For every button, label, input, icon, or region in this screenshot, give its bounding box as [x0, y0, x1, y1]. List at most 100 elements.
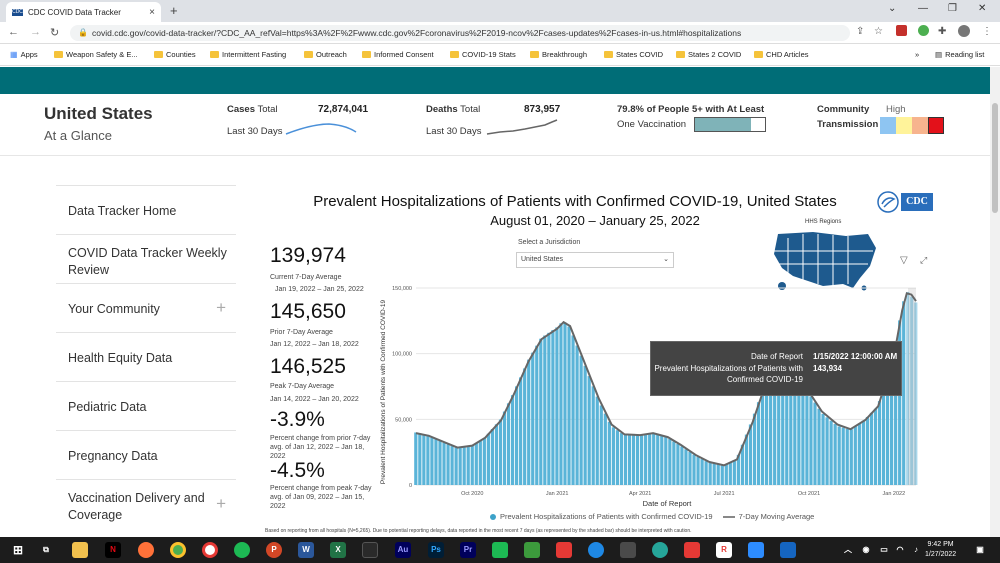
bookmark-item[interactable]: States 2 COVID: [676, 50, 741, 59]
chart-bar[interactable]: [821, 413, 825, 485]
chart-bar[interactable]: [531, 352, 535, 485]
chart-bar[interactable]: [837, 426, 841, 485]
chart-bar[interactable]: [785, 364, 789, 485]
app-tray-icon[interactable]: ◉: [862, 545, 870, 554]
sidebar-item-data-tracker-home[interactable]: Data Tracker Home: [56, 185, 236, 234]
chart-bar[interactable]: [793, 370, 797, 485]
chart-bar[interactable]: [510, 395, 515, 485]
chart-bar[interactable]: [644, 433, 648, 485]
chart-bar[interactable]: [906, 291, 910, 485]
chart-bar[interactable]: [813, 402, 817, 485]
chart-bar[interactable]: [797, 377, 801, 485]
chart-bar[interactable]: [631, 435, 636, 485]
chart-bar[interactable]: [482, 438, 486, 485]
forward-icon[interactable]: →: [30, 26, 41, 38]
chart-bar[interactable]: [668, 439, 672, 485]
app-icon[interactable]: [684, 542, 700, 558]
volume-icon[interactable]: ♪: [914, 545, 918, 554]
app-icon[interactable]: [780, 542, 796, 558]
chart-bar[interactable]: [881, 387, 886, 485]
sidebar-item-pediatric[interactable]: Pediatric Data: [56, 381, 236, 430]
wifi-icon[interactable]: ◠: [896, 545, 904, 554]
app-icon[interactable]: [362, 542, 378, 558]
chart-bar[interactable]: [732, 459, 736, 485]
chart-bar[interactable]: [712, 463, 716, 485]
chart-bar[interactable]: [656, 434, 660, 485]
chart-bar[interactable]: [873, 408, 878, 485]
app-icon[interactable]: [620, 542, 636, 558]
acrobat-icon[interactable]: [556, 542, 572, 558]
chart-bar[interactable]: [438, 440, 442, 485]
chart-bar[interactable]: [595, 396, 599, 485]
chart-bar[interactable]: [865, 416, 870, 485]
chart-bar[interactable]: [426, 434, 430, 485]
chart-bar[interactable]: [535, 345, 539, 485]
bookmark-item[interactable]: Breakthrough: [530, 50, 587, 59]
file-explorer-icon[interactable]: [72, 542, 88, 558]
audition-icon[interactable]: Au: [395, 542, 411, 558]
scrollbar-thumb[interactable]: [992, 103, 998, 213]
windows-start-icon[interactable]: ⊞: [12, 543, 24, 557]
camtasia-icon[interactable]: [524, 542, 540, 558]
chart-bar[interactable]: [841, 427, 845, 485]
chart-bar[interactable]: [414, 432, 418, 485]
chart-bar[interactable]: [418, 433, 422, 485]
chart-bar[interactable]: [672, 441, 676, 485]
chart-bar[interactable]: [627, 435, 632, 485]
chart-bar[interactable]: [910, 296, 914, 485]
chart-bar[interactable]: [563, 322, 567, 485]
chart-bar[interactable]: [720, 465, 724, 485]
chart-bar[interactable]: [470, 445, 474, 485]
bookmark-item[interactable]: COVID-19 Stats: [450, 50, 516, 59]
chart-bar[interactable]: [430, 436, 434, 485]
chart-bar[interactable]: [849, 429, 853, 485]
chart-bar[interactable]: [640, 434, 644, 485]
chart-bar[interactable]: [446, 444, 450, 485]
chart-bar[interactable]: [555, 327, 559, 485]
chart-bar[interactable]: [773, 369, 777, 485]
jurisdiction-select[interactable]: United States ⌄: [516, 252, 674, 268]
chart-bar[interactable]: [466, 446, 470, 485]
chart-bar[interactable]: [450, 446, 454, 485]
chart-bar[interactable]: [579, 355, 583, 485]
chart-bar[interactable]: [684, 449, 688, 485]
chart-bar[interactable]: [845, 428, 849, 485]
chart-bar[interactable]: [551, 330, 555, 485]
bookmark-star-icon[interactable]: ☆: [874, 26, 883, 37]
chart-bar[interactable]: [801, 383, 805, 485]
pdf-extension-icon[interactable]: [896, 25, 907, 36]
chart-bar[interactable]: [442, 442, 446, 485]
chart-bar[interactable]: [462, 447, 466, 485]
chart-bar[interactable]: [676, 443, 680, 485]
app-icon[interactable]: R: [716, 542, 732, 558]
taskbar-clock[interactable]: 9:42 PM 1/27/2022: [925, 540, 956, 560]
chart-bar[interactable]: [434, 438, 438, 485]
reading-list[interactable]: ▤ Reading list: [935, 50, 985, 59]
sidebar-item-health-equity[interactable]: Health Equity Data: [56, 332, 236, 381]
chart-bar[interactable]: [607, 421, 611, 485]
chart-bar[interactable]: [716, 464, 720, 485]
chart-bar[interactable]: [736, 454, 740, 485]
menu-kebab-icon[interactable]: ⋮: [982, 26, 992, 37]
chart-bar[interactable]: [825, 417, 829, 485]
chart-bar[interactable]: [890, 360, 894, 485]
tray-chevron-icon[interactable]: ︿: [844, 545, 852, 554]
chart-bar[interactable]: [861, 420, 865, 485]
chart-bar[interactable]: [902, 301, 906, 485]
notifications-icon[interactable]: ▣: [976, 545, 984, 554]
bookmark-item[interactable]: Outreach: [304, 50, 347, 59]
chart-bar[interactable]: [619, 433, 624, 485]
filter-icon[interactable]: ▽: [900, 255, 908, 266]
bookmark-item[interactable]: CHD Articles: [754, 50, 809, 59]
chart-bar[interactable]: [591, 386, 595, 485]
sidebar-item-vaccination-delivery[interactable]: Vaccination Delivery and Coverage +: [56, 479, 236, 528]
page-scrollbar[interactable]: [990, 67, 1000, 537]
chart-bar[interactable]: [833, 424, 837, 485]
chart-bar[interactable]: [571, 335, 575, 485]
chart-bar[interactable]: [474, 443, 478, 485]
profile-avatar[interactable]: [958, 25, 970, 37]
bookmark-apps[interactable]: ▦ Apps: [10, 50, 38, 59]
minimize-icon[interactable]: —: [918, 3, 928, 14]
url-field[interactable]: 🔒 covid.cdc.gov/covid-data-tracker/?CDC_…: [70, 25, 850, 41]
app-icon[interactable]: [652, 542, 668, 558]
